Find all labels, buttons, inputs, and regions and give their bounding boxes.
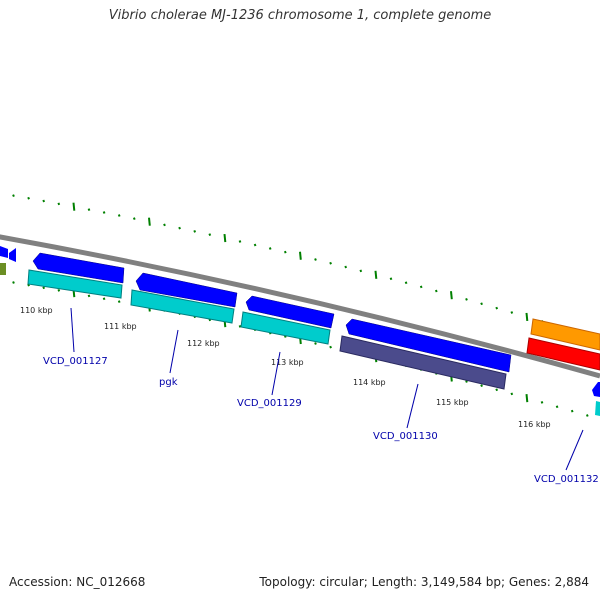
scale-tick-minor xyxy=(42,286,46,290)
scale-tick-minor xyxy=(253,243,257,247)
scale-tick-minor xyxy=(102,297,106,301)
tick-label-114: 114 kbp xyxy=(353,378,386,387)
tick-label-116: 116 kbp xyxy=(518,420,551,429)
leader-line-vcd001127 xyxy=(70,307,75,353)
scale-tick-minor xyxy=(344,265,348,269)
scale-tick-minor xyxy=(510,392,514,396)
scale-tick-major xyxy=(223,233,227,243)
scale-tick-minor xyxy=(404,281,408,285)
scale-tick-minor xyxy=(283,250,287,254)
cds-arrow-vcd001130[interactable] xyxy=(345,318,512,373)
gene-bar-pgk[interactable] xyxy=(130,289,235,324)
scale-tick-major xyxy=(525,394,529,403)
scale-tick-minor xyxy=(389,277,393,281)
gene-bar-vcd001129[interactable] xyxy=(240,311,331,345)
gene-label-pgk[interactable]: pgk xyxy=(159,377,178,388)
tick-label-110: 110 kbp xyxy=(20,306,53,315)
scale-tick-major xyxy=(525,312,529,322)
tick-label-113: 113 kbp xyxy=(271,358,304,367)
scale-tick-minor xyxy=(12,194,15,197)
scale-tick-minor xyxy=(585,414,589,417)
feature-olive[interactable] xyxy=(0,263,6,275)
accession-text: Accession: NC_012668 xyxy=(9,575,146,589)
feature-arrow-edge[interactable] xyxy=(0,246,8,258)
gene-label-vcd001127[interactable]: VCD_001127 xyxy=(43,356,108,367)
scale-tick-minor xyxy=(57,202,61,206)
cds-arrow-vcd001132[interactable] xyxy=(592,382,600,397)
scale-tick-minor xyxy=(57,289,61,292)
scale-tick-minor xyxy=(238,240,242,243)
scale-tick-minor xyxy=(208,233,212,237)
feature-orange[interactable] xyxy=(530,318,600,351)
scale-tick-minor xyxy=(465,380,468,383)
leader-line-pgk xyxy=(169,329,179,374)
scale-tick-minor xyxy=(480,302,483,306)
scale-tick-minor xyxy=(238,325,242,328)
scale-tick-major xyxy=(374,270,378,279)
gene-label-vcd001132[interactable]: VCD_001132 xyxy=(534,474,599,485)
gene-label-vcd001130[interactable]: VCD_001130 xyxy=(373,431,438,442)
scale-tick-minor xyxy=(314,258,317,261)
cds-arrow-vcd001129[interactable] xyxy=(245,295,335,329)
scale-tick-minor xyxy=(570,409,574,413)
scale-tick-minor xyxy=(27,196,30,200)
feature-red[interactable] xyxy=(526,337,600,371)
scale-tick-minor xyxy=(117,300,121,303)
tick-label-112: 112 kbp xyxy=(187,339,220,348)
gene-bar-vcd001132[interactable] xyxy=(595,401,600,416)
scale-tick-minor xyxy=(178,226,181,230)
scale-tick-minor xyxy=(495,306,499,310)
scale-tick-minor xyxy=(314,342,317,345)
gene-bar-vcd001130[interactable] xyxy=(339,335,507,390)
scale-tick-minor xyxy=(87,294,91,298)
gene-label-vcd001129[interactable]: VCD_001129 xyxy=(237,398,302,409)
scale-tick-major xyxy=(450,291,453,300)
genome-backbone xyxy=(0,234,600,379)
scale-tick-minor xyxy=(193,229,197,233)
cds-arrow-pgk[interactable] xyxy=(135,272,238,308)
scale-tick-minor xyxy=(117,214,121,217)
scale-tick-minor xyxy=(480,384,483,387)
scale-tick-minor xyxy=(540,401,544,404)
scale-tick-minor xyxy=(434,289,438,293)
scale-tick-minor xyxy=(495,388,499,392)
scale-tick-minor xyxy=(268,247,272,250)
leader-line-vcd001132 xyxy=(565,429,584,471)
scale-tick-minor xyxy=(329,261,332,265)
leader-line-vcd001129 xyxy=(271,351,281,396)
scale-tick-minor xyxy=(555,405,559,409)
scale-tick-minor xyxy=(102,211,106,214)
scale-tick-minor xyxy=(163,223,166,227)
scale-tick-minor xyxy=(329,345,332,349)
tick-label-111: 111 kbp xyxy=(104,322,137,331)
gene-bar-vcd001127[interactable] xyxy=(27,269,123,299)
cds-arrow-vcd001127[interactable] xyxy=(32,252,125,284)
feature-arrow-small[interactable] xyxy=(9,248,16,262)
scale-tick-minor xyxy=(510,311,514,314)
scale-tick-minor xyxy=(12,281,15,284)
scale-tick-major xyxy=(299,251,302,260)
scale-tick-major xyxy=(72,202,76,211)
scale-tick-minor xyxy=(87,208,91,211)
map-title: Vibrio cholerae MJ-1236 chromosome 1, co… xyxy=(108,8,492,23)
leader-line-vcd001130 xyxy=(406,383,419,429)
scale-tick-major xyxy=(148,217,151,226)
tick-label-115: 115 kbp xyxy=(436,398,469,407)
scale-tick-minor xyxy=(42,199,46,203)
scale-tick-minor xyxy=(465,298,468,301)
scale-tick-minor xyxy=(419,285,423,289)
scale-tick-minor xyxy=(359,269,363,273)
scale-tick-minor xyxy=(132,217,136,220)
genome-summary-text: Topology: circular; Length: 3,149,584 bp… xyxy=(259,575,589,589)
